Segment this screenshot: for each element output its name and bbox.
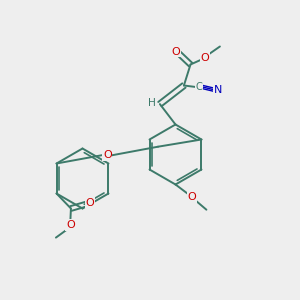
Text: O: O: [66, 220, 75, 230]
Text: O: O: [86, 197, 94, 208]
Text: N: N: [214, 85, 222, 95]
Text: O: O: [188, 192, 196, 202]
Text: O: O: [200, 53, 209, 63]
Text: O: O: [103, 150, 112, 160]
Text: C: C: [196, 82, 202, 92]
Text: O: O: [171, 46, 180, 57]
Text: H: H: [148, 98, 156, 108]
